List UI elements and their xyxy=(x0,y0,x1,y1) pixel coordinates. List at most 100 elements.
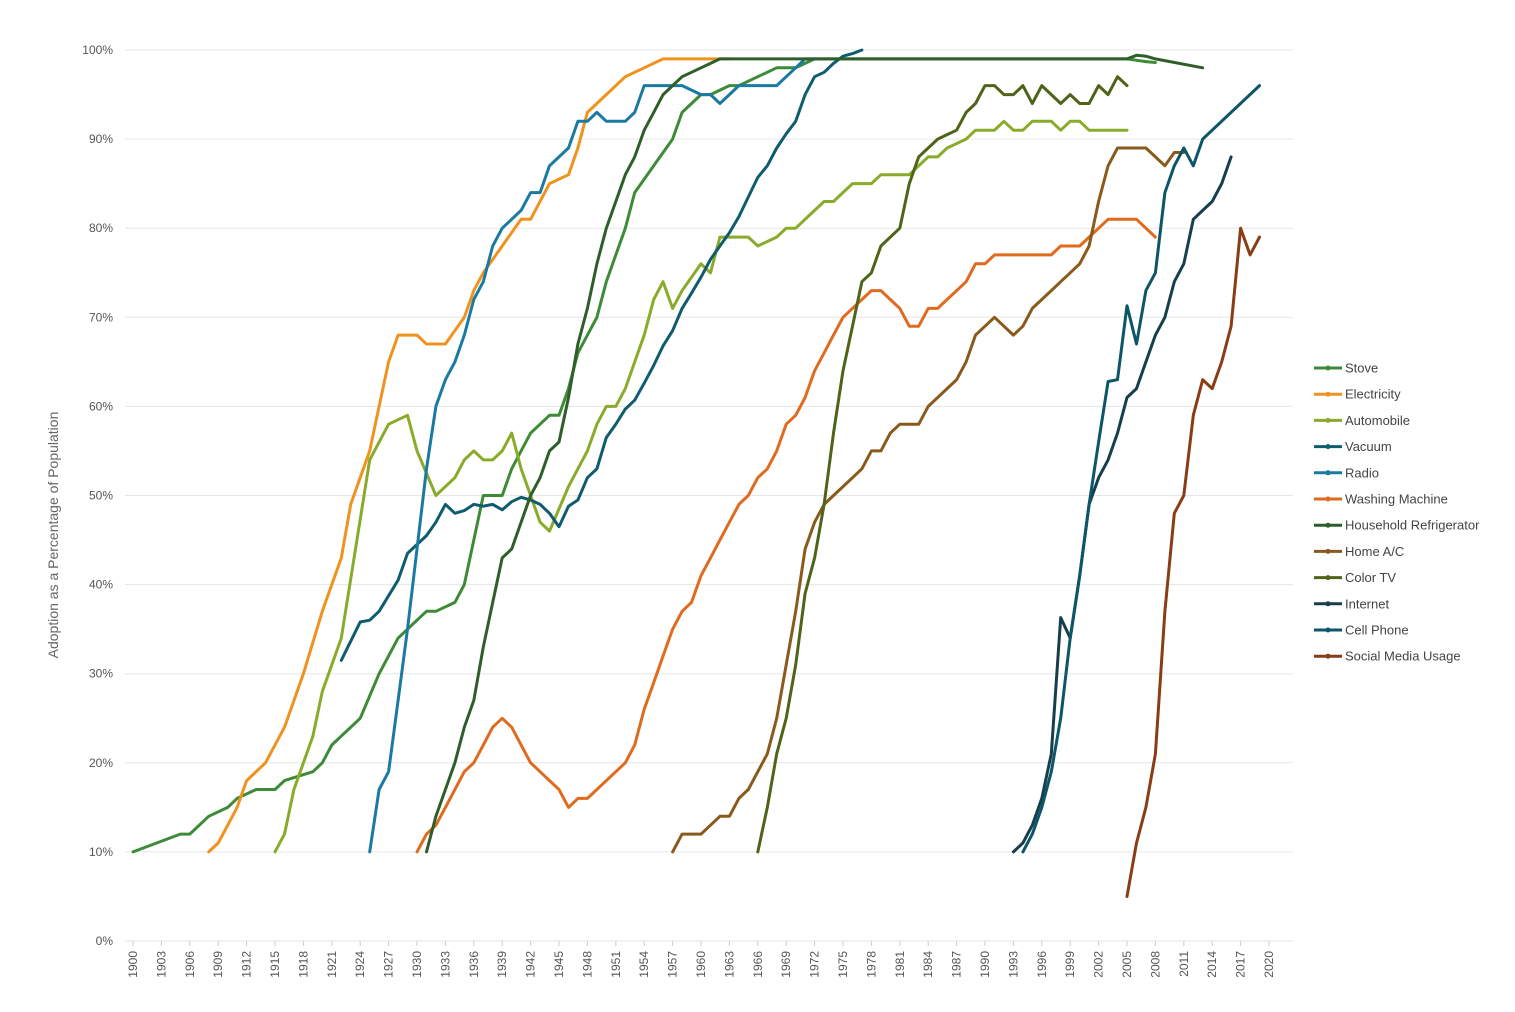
x-tick-label: 1930 xyxy=(410,951,424,978)
x-tick-label: 1993 xyxy=(1006,951,1020,978)
x-tick-label: 1948 xyxy=(580,951,594,978)
x-tick-label: 1903 xyxy=(154,951,168,978)
x-tick-label: 1921 xyxy=(325,951,339,978)
y-tick-label: 10% xyxy=(89,845,113,859)
x-tick-label: 1975 xyxy=(836,951,850,978)
legend-label: Social Media Usage xyxy=(1345,649,1461,664)
y-tick-label: 40% xyxy=(89,578,113,592)
y-tick-label: 60% xyxy=(89,399,113,413)
x-tick-label: 2011 xyxy=(1177,951,1191,977)
x-tick-label: 1957 xyxy=(666,951,680,978)
legend-item-household-refrigerator: Household Refrigerator xyxy=(1314,518,1480,533)
x-tick-label: 1942 xyxy=(524,951,538,978)
x-tick-label: 1909 xyxy=(211,951,225,978)
x-tick-label: 1969 xyxy=(779,951,793,978)
series-line-cell-phone xyxy=(1021,84,1261,854)
y-tick-label: 100% xyxy=(82,43,113,57)
x-tick-label: 1939 xyxy=(495,951,509,978)
x-tick-label: 1999 xyxy=(1063,951,1077,978)
legend-label: Stove xyxy=(1345,361,1378,376)
legend-item-electricity: Electricity xyxy=(1314,387,1401,402)
y-tick-label: 50% xyxy=(89,489,113,503)
legend-label: Internet xyxy=(1345,596,1389,611)
x-tick-label: 2017 xyxy=(1234,951,1248,978)
legend-label: Washing Machine xyxy=(1345,492,1448,507)
series-line-social-media-usage xyxy=(1125,226,1261,898)
legend-marker xyxy=(1325,470,1331,476)
series-line-radio xyxy=(368,57,817,854)
x-tick-label: 2020 xyxy=(1262,951,1276,978)
x-tick-label: 1927 xyxy=(382,951,396,978)
legend-marker xyxy=(1325,522,1331,528)
legend-marker xyxy=(1325,601,1331,607)
x-tick-label: 2014 xyxy=(1205,951,1219,978)
x-tick-label: 1978 xyxy=(864,951,878,978)
legend-label: Vacuum xyxy=(1345,439,1392,454)
x-tick-label: 1963 xyxy=(722,951,736,978)
legend-marker xyxy=(1325,548,1331,554)
legend-label: Automobile xyxy=(1345,413,1410,428)
legend: Stove Electricity Automobile Vacuum Radio Was… xyxy=(1314,361,1480,664)
legend-label: Color TV xyxy=(1345,570,1396,585)
x-tick-label: 2008 xyxy=(1148,951,1162,978)
y-axis-ticks: 0% 10% 20% 30% 40% 50% 60% 70% 80% 90% 100% xyxy=(82,43,113,948)
x-tick-label: 1918 xyxy=(296,951,310,978)
legend-label: Home A/C xyxy=(1345,544,1404,559)
legend-marker xyxy=(1325,496,1331,502)
legend-marker xyxy=(1325,391,1331,397)
series-line-stove xyxy=(131,57,1157,854)
legend-marker xyxy=(1325,417,1331,423)
x-tick-label: 1900 xyxy=(126,951,140,978)
x-tick-label: 1954 xyxy=(637,951,651,978)
legend-marker xyxy=(1325,627,1331,633)
legend-item-radio: Radio xyxy=(1314,465,1379,480)
x-tick-label: 1924 xyxy=(353,951,367,978)
x-tick-label: 1984 xyxy=(921,951,935,978)
x-axis-ticks: 1900 1903 1906 1909 1912 1915 1918 1921 1924 1927… xyxy=(126,941,1276,978)
x-tick-label: 1912 xyxy=(240,951,254,978)
legend-item-vacuum: Vacuum xyxy=(1314,439,1392,454)
legend-item-home-a-c: Home A/C xyxy=(1314,544,1404,559)
x-tick-label: 2005 xyxy=(1120,951,1134,978)
series-line-internet xyxy=(1011,155,1233,854)
y-tick-label: 0% xyxy=(96,934,114,948)
legend-item-cell-phone: Cell Phone xyxy=(1314,623,1409,638)
x-tick-label: 2002 xyxy=(1092,951,1106,978)
x-tick-label: 1936 xyxy=(467,951,481,978)
y-tick-label: 30% xyxy=(89,667,113,681)
legend-label: Cell Phone xyxy=(1345,623,1409,638)
series-line-household-refrigerator xyxy=(425,53,1205,854)
legend-item-social-media-usage: Social Media Usage xyxy=(1314,649,1461,664)
x-tick-label: 1972 xyxy=(808,951,822,978)
legend-item-automobile: Automobile xyxy=(1314,413,1410,428)
legend-label: Household Refrigerator xyxy=(1345,518,1480,533)
x-tick-label: 1987 xyxy=(950,951,964,978)
legend-item-internet: Internet xyxy=(1314,596,1389,611)
x-tick-label: 1933 xyxy=(438,951,452,978)
series-lines xyxy=(131,48,1261,898)
legend-label: Electricity xyxy=(1345,387,1401,402)
legend-marker xyxy=(1325,444,1331,450)
series-line-home-a-c xyxy=(671,146,1186,854)
series-line-color-tv xyxy=(756,75,1129,854)
x-tick-label: 1960 xyxy=(694,951,708,978)
legend-marker xyxy=(1325,653,1331,659)
x-tick-label: 1966 xyxy=(751,951,765,978)
series-line-washing-machine xyxy=(415,217,1157,854)
x-tick-label: 1990 xyxy=(978,951,992,978)
legend-marker xyxy=(1325,365,1331,371)
y-tick-label: 90% xyxy=(89,132,113,146)
x-tick-label: 1945 xyxy=(552,951,566,978)
series-line-vacuum xyxy=(339,48,864,662)
legend-item-color-tv: Color TV xyxy=(1314,570,1396,585)
legend-marker xyxy=(1325,575,1331,581)
legend-item-stove: Stove xyxy=(1314,361,1378,376)
grid xyxy=(125,49,1293,942)
series-line-automobile xyxy=(273,119,1129,854)
series-line-electricity xyxy=(207,57,731,854)
legend-item-washing-machine: Washing Machine xyxy=(1314,492,1448,507)
legend-label: Radio xyxy=(1345,465,1379,480)
x-tick-label: 1981 xyxy=(893,951,907,978)
x-tick-label: 1906 xyxy=(183,951,197,978)
